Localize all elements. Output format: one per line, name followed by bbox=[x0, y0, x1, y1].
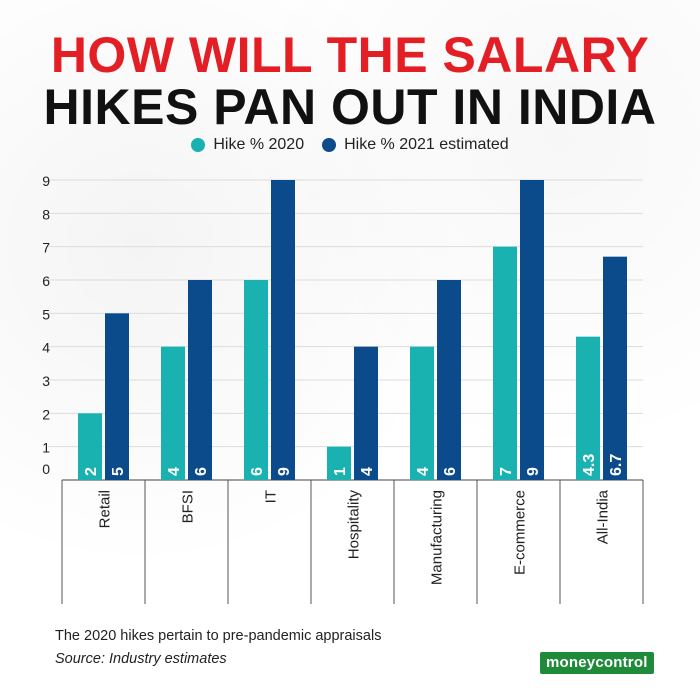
y-tick-label: 2 bbox=[42, 406, 50, 422]
bar-2020 bbox=[78, 413, 102, 480]
category-label: All-India bbox=[595, 489, 612, 544]
data-label: 6 bbox=[193, 467, 210, 476]
data-label: 9 bbox=[276, 467, 293, 476]
category-label: Retail bbox=[97, 490, 114, 528]
data-label: 6.7 bbox=[608, 454, 625, 476]
y-tick-label: 5 bbox=[42, 306, 50, 322]
y-tick-label: 0 bbox=[42, 461, 50, 477]
data-label: 4 bbox=[359, 467, 376, 476]
bar-2021 bbox=[105, 313, 129, 480]
data-label: 4 bbox=[415, 467, 432, 476]
bar-2021 bbox=[188, 280, 212, 480]
data-label: 4.3 bbox=[581, 454, 598, 476]
data-label: 6 bbox=[249, 467, 266, 476]
y-tick-label: 6 bbox=[42, 273, 50, 289]
footnote: The 2020 hikes pertain to pre-pandemic a… bbox=[55, 628, 382, 644]
title-line-1: HOW WILL THE SALARY bbox=[50, 27, 650, 83]
data-label: 2 bbox=[83, 467, 100, 476]
data-label: 1 bbox=[332, 467, 349, 476]
data-label: 6 bbox=[442, 467, 459, 476]
bar-2021 bbox=[354, 346, 378, 480]
bar-2021 bbox=[437, 280, 461, 480]
data-label: 7 bbox=[498, 467, 515, 476]
y-tick-label: 4 bbox=[42, 340, 50, 356]
brand-logo: moneycontrol bbox=[540, 652, 654, 674]
y-tick-label: 1 bbox=[42, 440, 50, 456]
bar-2020 bbox=[493, 246, 517, 480]
y-tick-label: 7 bbox=[42, 240, 50, 256]
bar-2020 bbox=[244, 280, 268, 480]
source-note: Source: Industry estimates bbox=[55, 651, 227, 667]
bar-2020 bbox=[410, 346, 434, 480]
category-label: Hospitality bbox=[346, 490, 363, 560]
bar-2021 bbox=[520, 180, 544, 480]
chart-legend: Hike % 2020 Hike % 2021 estimated bbox=[0, 136, 700, 154]
y-tick-label: 9 bbox=[42, 173, 50, 189]
legend-item-2021: Hike % 2021 estimated bbox=[322, 136, 509, 154]
bar-2020 bbox=[161, 346, 185, 480]
legend-label-2020: Hike % 2020 bbox=[213, 136, 305, 153]
legend-swatch-2021 bbox=[322, 138, 337, 152]
title-line-2: HIKES PAN OUT IN INDIA bbox=[43, 79, 657, 135]
bar-2021 bbox=[603, 256, 627, 480]
bar-2021 bbox=[271, 180, 295, 480]
legend-label-2021: Hike % 2021 estimated bbox=[344, 136, 509, 153]
category-label: Manufacturing bbox=[429, 490, 446, 585]
legend-swatch-2020 bbox=[191, 138, 206, 152]
data-label: 5 bbox=[110, 467, 127, 476]
bar-2020 bbox=[576, 336, 600, 480]
data-label: 4 bbox=[166, 467, 183, 476]
data-label: 9 bbox=[525, 467, 542, 476]
category-label: BFSI bbox=[180, 490, 197, 523]
y-tick-label: 3 bbox=[42, 373, 50, 389]
category-label: E-commerce bbox=[512, 490, 529, 575]
y-tick-label: 8 bbox=[42, 206, 50, 222]
legend-item-2020: Hike % 2020 bbox=[191, 136, 304, 154]
bar-2020 bbox=[327, 446, 351, 480]
category-label: IT bbox=[263, 490, 280, 503]
